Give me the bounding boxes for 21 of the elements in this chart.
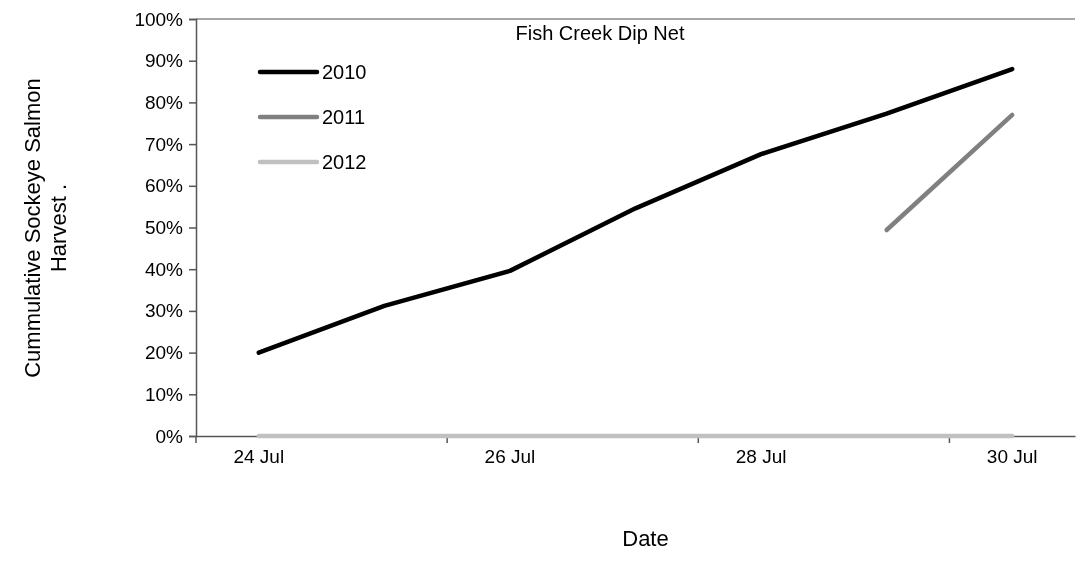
y-tick-label: 50%: [144, 217, 184, 239]
x-tick-label: 30 Jul: [986, 446, 1038, 468]
y-tick-label: 10%: [144, 383, 184, 405]
legend-label: 2012: [322, 151, 367, 173]
x-tick-label: 26 Jul: [484, 446, 536, 468]
y-tick-label: 60%: [144, 175, 184, 197]
y-tick-label: 70%: [144, 133, 184, 155]
legend-label: 2010: [322, 61, 367, 83]
y-tick-label: 40%: [144, 258, 184, 280]
y-tick-label: 30%: [144, 300, 184, 322]
legend-label: 2011: [322, 106, 366, 128]
y-tick-label: 90%: [144, 50, 184, 72]
chart-title: Fish Creek Dip Net: [515, 22, 685, 44]
y-tick-label: 0%: [155, 425, 184, 447]
y-tick-label: 100%: [134, 8, 184, 30]
x-axis-title: Date: [622, 526, 669, 551]
x-tick-label: 28 Jul: [735, 446, 787, 468]
y-axis-title: Cummulative Sockeye Salmon Harvest .: [20, 78, 71, 378]
x-tick-label: 24 Jul: [233, 446, 285, 468]
y-tick-label: 80%: [144, 91, 184, 113]
y-tick-label: 20%: [144, 342, 184, 364]
